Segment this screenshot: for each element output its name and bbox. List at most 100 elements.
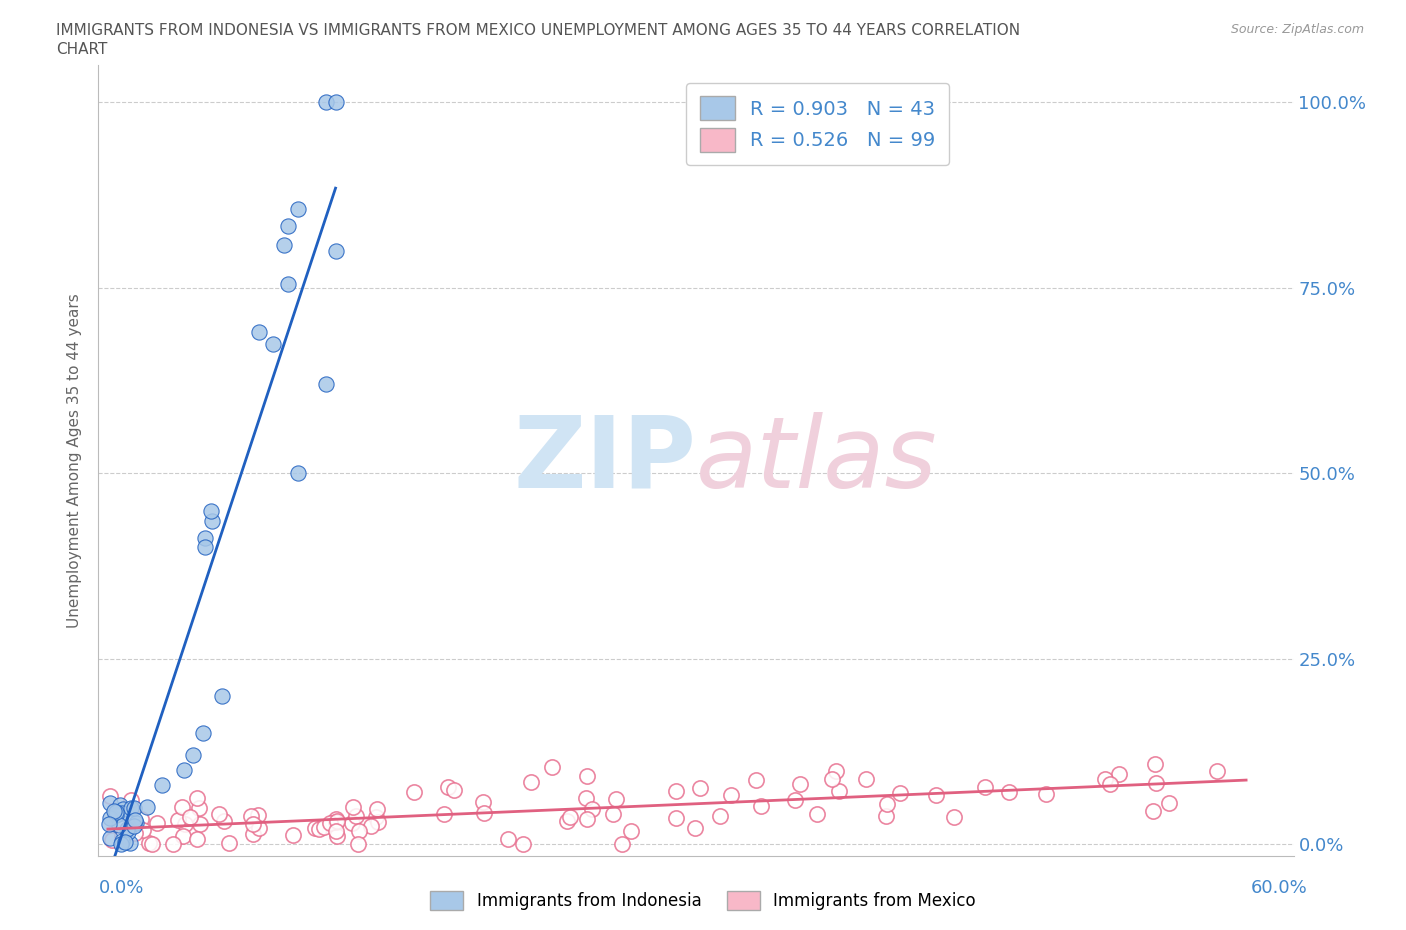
- Point: [110, 837, 132, 852]
- Point: [141, 837, 163, 852]
- Point: [325, 95, 347, 110]
- Point: [242, 817, 264, 831]
- Point: [1206, 764, 1229, 778]
- Point: [1157, 796, 1180, 811]
- Point: [112, 802, 135, 817]
- Point: [581, 802, 603, 817]
- Point: [125, 816, 148, 830]
- Point: [308, 822, 330, 837]
- Point: [172, 829, 194, 844]
- Point: [1098, 777, 1121, 791]
- Point: [315, 377, 337, 392]
- Point: [325, 823, 347, 838]
- Point: [247, 807, 270, 822]
- Point: [200, 504, 222, 519]
- Point: [186, 831, 208, 846]
- Point: [138, 835, 160, 850]
- Point: [201, 513, 224, 528]
- Point: [132, 822, 155, 837]
- Text: 0.0%: 0.0%: [98, 879, 143, 897]
- Text: atlas: atlas: [696, 412, 938, 509]
- Point: [720, 788, 742, 803]
- Point: [347, 837, 370, 852]
- Point: [575, 812, 598, 827]
- Point: [150, 777, 173, 792]
- Point: [162, 837, 184, 852]
- Point: [855, 772, 877, 787]
- Point: [689, 780, 711, 795]
- Point: [101, 832, 124, 847]
- Point: [188, 817, 211, 831]
- Point: [340, 815, 363, 830]
- Point: [1144, 776, 1167, 790]
- Point: [98, 810, 121, 825]
- Point: [167, 813, 190, 828]
- Point: [173, 763, 195, 777]
- Point: [1108, 766, 1130, 781]
- Point: [124, 818, 146, 833]
- Point: [105, 804, 128, 819]
- Point: [519, 775, 541, 790]
- Point: [211, 688, 233, 703]
- Point: [620, 823, 643, 838]
- Point: [555, 813, 578, 828]
- Point: [344, 808, 367, 823]
- Point: [98, 830, 121, 845]
- Point: [181, 748, 204, 763]
- Point: [665, 811, 688, 826]
- Text: IMMIGRANTS FROM INDONESIA VS IMMIGRANTS FROM MEXICO UNEMPLOYMENT AMONG AGES 35 T: IMMIGRANTS FROM INDONESIA VS IMMIGRANTS …: [56, 23, 1021, 38]
- Point: [325, 244, 347, 259]
- Point: [287, 466, 309, 481]
- Point: [806, 806, 828, 821]
- Point: [111, 834, 134, 849]
- Point: [925, 788, 948, 803]
- Point: [111, 805, 134, 820]
- Text: CHART: CHART: [56, 42, 108, 57]
- Point: [186, 790, 208, 805]
- Point: [709, 809, 731, 824]
- Point: [136, 800, 159, 815]
- Point: [437, 779, 460, 794]
- Point: [173, 817, 195, 831]
- Point: [262, 337, 284, 352]
- Point: [98, 795, 121, 810]
- Point: [319, 816, 342, 830]
- Point: [821, 772, 844, 787]
- Point: [122, 801, 145, 816]
- Point: [97, 817, 120, 831]
- Point: [576, 768, 599, 783]
- Point: [683, 820, 706, 835]
- Point: [287, 202, 309, 217]
- Point: [110, 798, 132, 813]
- Point: [194, 540, 217, 555]
- Point: [98, 789, 121, 804]
- Point: [107, 818, 129, 833]
- Point: [472, 805, 495, 820]
- Point: [114, 834, 136, 849]
- Point: [170, 800, 193, 815]
- Point: [315, 95, 337, 110]
- Point: [364, 809, 387, 824]
- Point: [120, 792, 142, 807]
- Point: [889, 786, 911, 801]
- Point: [1094, 772, 1116, 787]
- Point: [943, 810, 966, 825]
- Point: [179, 809, 201, 824]
- Point: [749, 799, 772, 814]
- Point: [120, 835, 142, 850]
- Point: [145, 816, 167, 830]
- Point: [443, 783, 465, 798]
- Point: [342, 800, 364, 815]
- Point: [433, 807, 456, 822]
- Point: [1142, 804, 1164, 818]
- Text: 60.0%: 60.0%: [1251, 879, 1308, 897]
- Point: [277, 277, 299, 292]
- Point: [124, 826, 146, 841]
- Point: [605, 791, 627, 806]
- Point: [218, 836, 240, 851]
- Point: [191, 725, 214, 740]
- Point: [744, 773, 766, 788]
- Y-axis label: Unemployment Among Ages 35 to 44 years: Unemployment Among Ages 35 to 44 years: [67, 293, 83, 628]
- Point: [115, 821, 138, 836]
- Point: [212, 813, 235, 828]
